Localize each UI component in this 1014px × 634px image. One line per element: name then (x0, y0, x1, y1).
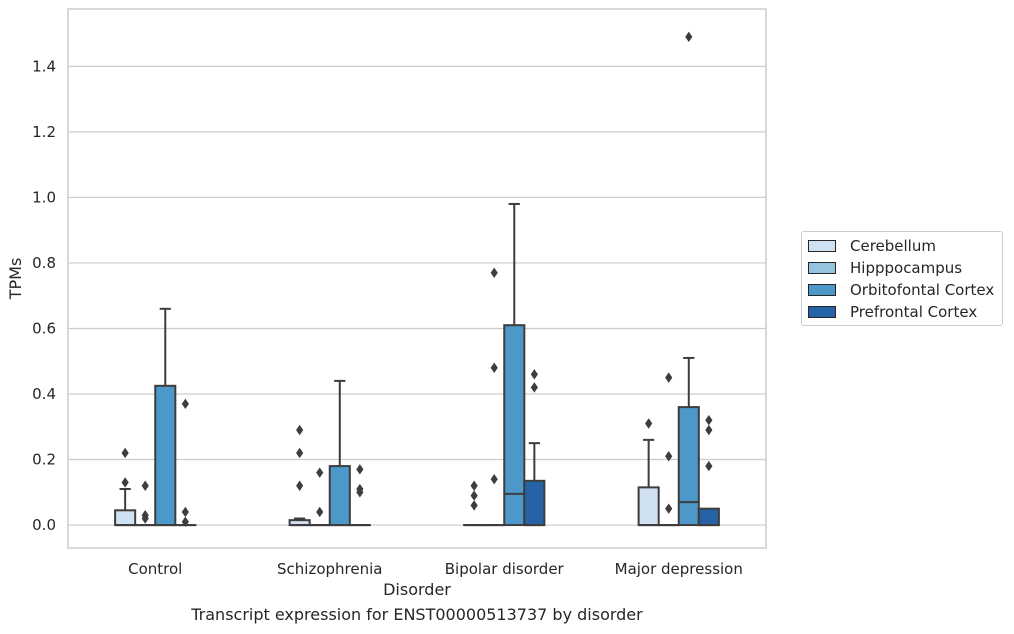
box-0-0 (114, 447, 137, 527)
box-2-0 (154, 307, 177, 527)
box-3-2 (523, 369, 546, 527)
outlier-point (530, 369, 538, 380)
legend-item-cerebellum: Cerebellum (808, 235, 936, 257)
box-3-1 (348, 464, 371, 527)
outlier-point (181, 506, 189, 518)
outlier-point (121, 477, 129, 488)
legend: Cerebellum Hipppocampus Orbitofontal Cor… (801, 231, 1003, 326)
box-iqr (523, 479, 546, 527)
x-tick-label: Major depression (615, 560, 743, 578)
y-axis-title: TPMs (6, 258, 25, 301)
legend-label: Cerebellum (850, 237, 936, 255)
box-2-2 (503, 202, 526, 527)
outlier-point (356, 464, 364, 475)
box-0-1 (288, 424, 311, 527)
boxes (114, 31, 720, 527)
outlier-point (705, 415, 713, 426)
x-axis-title: Disorder (383, 580, 451, 599)
legend-label: Prefrontal Cortex (850, 303, 978, 321)
outlier-point (356, 483, 364, 495)
outlier-point (645, 418, 653, 429)
box-1-1 (308, 467, 331, 527)
x-tick-label: Control (128, 560, 182, 578)
outlier-point (141, 510, 149, 521)
legend-item-orbitofrontal: Orbitofontal Cortex (808, 279, 994, 301)
outlier-point (296, 480, 304, 491)
box-3-3 (697, 415, 720, 527)
outlier-point (470, 500, 478, 511)
outlier-point (530, 382, 538, 393)
grid-lines (68, 65, 766, 526)
x-tick-label: Schizophrenia (277, 560, 382, 578)
box-iqr (503, 324, 526, 527)
x-tick-label: Bipolar disorder (445, 560, 565, 578)
y-tick-label: 0.6 (32, 319, 56, 337)
legend-label: Orbitofontal Cortex (850, 281, 995, 299)
outlier-point (705, 460, 713, 472)
box-0-3 (637, 418, 660, 527)
outlier-point (665, 503, 673, 514)
outlier-point (665, 451, 673, 462)
outlier-point (705, 424, 713, 436)
outlier-point (316, 467, 324, 478)
y-tick-label: 1.2 (32, 123, 56, 141)
outlier-point (296, 424, 304, 436)
plot-area-frame (67, 8, 767, 549)
outlier-point (181, 398, 189, 410)
box-iqr (677, 406, 700, 527)
legend-item-prefrontal: Prefrontal Cortex (808, 301, 977, 323)
y-axis-ticks: 0.0 0.2 0.4 0.6 0.8 1.0 1.2 1.4 (32, 57, 56, 534)
outlier-point (685, 31, 693, 43)
y-tick-label: 0.0 (32, 516, 56, 534)
box-2-3 (677, 31, 700, 527)
box-iqr (697, 507, 720, 527)
outlier-point (665, 372, 673, 383)
outlier-point (316, 506, 324, 518)
legend-item-hippocampus: Hipppocampus (808, 257, 962, 279)
y-tick-label: 1.4 (32, 57, 56, 75)
outlier-point (141, 480, 149, 491)
y-tick-label: 0.2 (32, 451, 56, 469)
outlier-point (490, 473, 498, 485)
legend-swatch-cerebellum (808, 240, 836, 252)
figure-caption: Transcript expression for ENST0000051373… (191, 605, 643, 624)
legend-swatch-orbitofrontal (808, 284, 836, 296)
legend-swatch-hippocampus (808, 262, 836, 274)
outlier-point (470, 490, 478, 501)
box-1-0 (134, 480, 157, 527)
legend-swatch-prefrontal (808, 306, 836, 318)
box-3-0 (174, 398, 197, 527)
box-0-2 (463, 480, 486, 527)
box-iqr (154, 384, 177, 527)
box-1-2 (483, 267, 506, 527)
box-iqr (328, 465, 351, 527)
box-2-1 (328, 379, 351, 527)
x-axis-ticks: Control Schizophrenia Bipolar disorder Majo… (128, 560, 743, 578)
outlier-point (470, 480, 478, 491)
outlier-point (296, 447, 304, 459)
box-1-3 (657, 372, 680, 527)
outlier-point (181, 516, 189, 527)
y-tick-label: 1.0 (32, 188, 56, 206)
outlier-point (490, 362, 498, 373)
outlier-point (490, 267, 498, 278)
y-tick-label: 0.4 (32, 385, 56, 403)
legend-label: Hipppocampus (850, 259, 963, 277)
box-iqr (114, 509, 137, 527)
box-iqr (637, 486, 660, 527)
y-tick-label: 0.8 (32, 254, 56, 272)
outlier-point (121, 447, 129, 459)
